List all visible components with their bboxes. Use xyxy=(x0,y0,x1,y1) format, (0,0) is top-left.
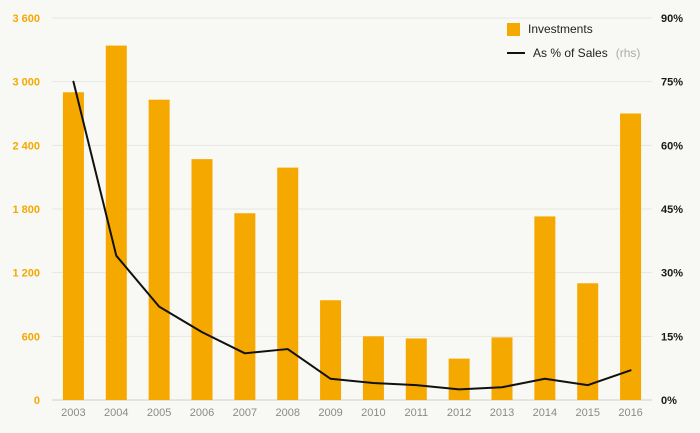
pct-of-sales-line xyxy=(72,80,632,391)
x-axis-label-2011: 2011 xyxy=(404,407,428,419)
right-axis-tick-label: 15% xyxy=(661,331,683,343)
x-axis-label-2013: 2013 xyxy=(490,407,514,419)
bar-2011 xyxy=(405,338,427,400)
legend-item-pct-of-sales: As % of Sales (rhs) xyxy=(507,46,640,60)
bar-2009 xyxy=(320,300,342,400)
bar-2006 xyxy=(191,159,213,400)
bar-2012 xyxy=(448,358,470,400)
bar-2003 xyxy=(62,92,84,401)
bar-2015 xyxy=(577,283,599,400)
x-axis-label-2010: 2010 xyxy=(361,407,385,419)
x-axis-label-2014: 2014 xyxy=(533,407,557,419)
x-axis-label-2003: 2003 xyxy=(61,407,85,419)
x-axis-label-2005: 2005 xyxy=(147,407,171,419)
bar-2013 xyxy=(491,337,513,400)
left-axis-tick-label: 1 800 xyxy=(12,204,40,216)
legend-label-investments: Investments xyxy=(528,22,593,36)
bar-2004 xyxy=(105,45,127,400)
pct-sales-line-swatch-icon xyxy=(507,52,525,54)
bar-2010 xyxy=(362,336,384,400)
right-axis-tick-label: 0% xyxy=(661,395,677,407)
right-axis-tick-label: 75% xyxy=(661,77,683,89)
legend: Investments As % of Sales (rhs) xyxy=(507,22,640,60)
bar-2014 xyxy=(534,216,556,400)
bar-2008 xyxy=(277,167,299,400)
left-axis-tick-label: 600 xyxy=(22,331,40,343)
x-axis-label-2007: 2007 xyxy=(233,407,257,419)
legend-label-pct-of-sales: As % of Sales xyxy=(533,46,608,60)
left-axis-tick-label: 2 400 xyxy=(12,140,40,152)
left-axis-tick-label: 1 200 xyxy=(12,268,40,280)
x-axis-label-2012: 2012 xyxy=(447,407,471,419)
right-axis-tick-label: 30% xyxy=(661,268,683,280)
left-axis-tick-label: 0 xyxy=(34,395,40,407)
legend-label-rhs-suffix: (rhs) xyxy=(615,46,641,60)
left-axis-tick-label: 3 600 xyxy=(12,13,40,25)
x-axis-label-2004: 2004 xyxy=(104,407,128,419)
legend-item-investments: Investments xyxy=(507,22,640,36)
x-axis-label-2008: 2008 xyxy=(275,407,299,419)
right-axis-tick-label: 90% xyxy=(661,13,683,25)
x-axis-label-2009: 2009 xyxy=(318,407,342,419)
right-axis-tick-label: 60% xyxy=(661,140,683,152)
right-axis-tick-label: 45% xyxy=(661,204,683,216)
bar-2007 xyxy=(234,213,256,400)
x-axis-label-2006: 2006 xyxy=(190,407,214,419)
x-axis-label-2016: 2016 xyxy=(618,407,642,419)
x-axis-label-2015: 2015 xyxy=(575,407,599,419)
bar-2016 xyxy=(620,113,642,400)
bar-2005 xyxy=(148,99,170,400)
left-axis-tick-label: 3 000 xyxy=(12,77,40,89)
investments-bar-swatch-icon xyxy=(507,22,520,36)
